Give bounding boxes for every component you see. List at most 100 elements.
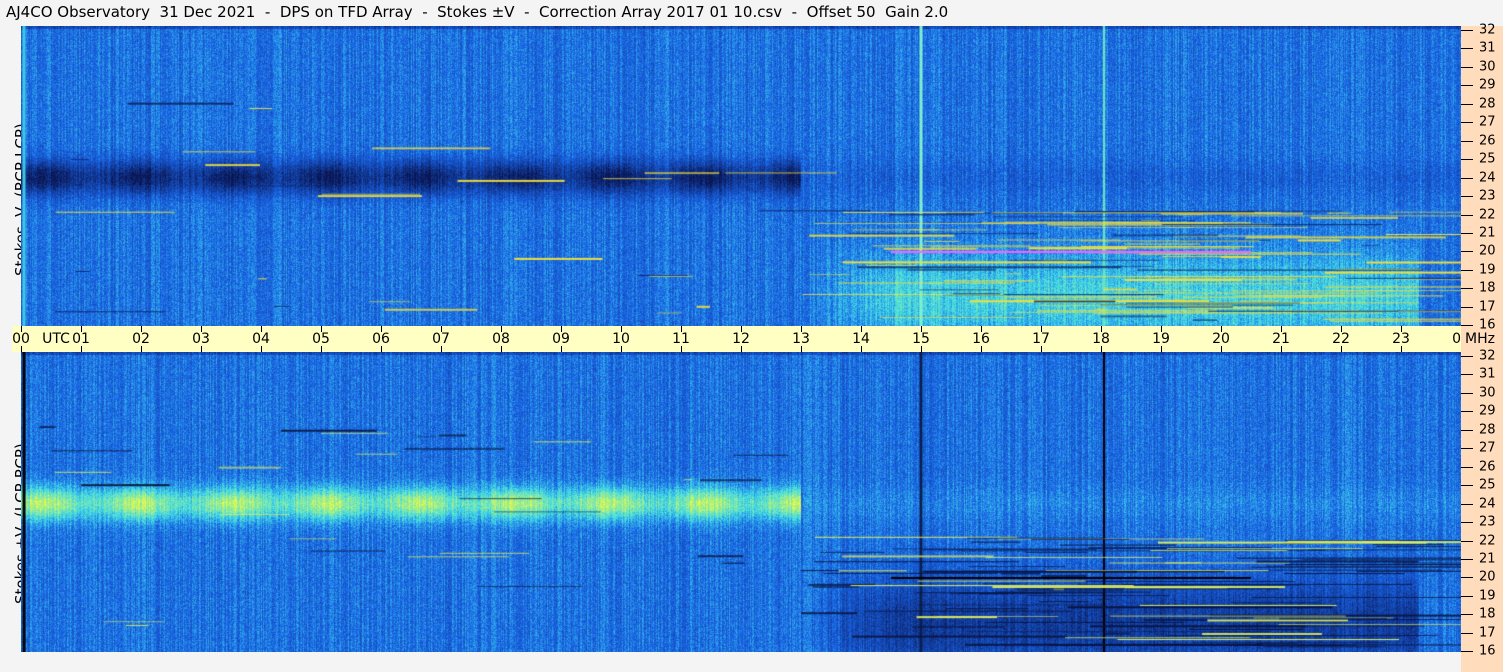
x-tick [321, 346, 322, 352]
spectrogram-stokes-plus-v [21, 352, 1461, 652]
y-tick-label: 26 [1479, 133, 1496, 149]
y-tick-label: 19 [1479, 262, 1496, 278]
x-tick-label: 01 [72, 331, 90, 347]
y-tick-label: 18 [1479, 280, 1496, 296]
x-tick [1161, 346, 1162, 352]
x-tick-label: 10 [612, 331, 630, 347]
y-tick-label: 32 [1479, 348, 1496, 364]
y-tick-label: 23 [1479, 514, 1496, 530]
x-tick [381, 326, 382, 332]
y-tick-label: 16 [1479, 643, 1496, 659]
x-tick [1341, 326, 1342, 332]
y-tick-label: 29 [1479, 77, 1496, 93]
x-tick [1041, 346, 1042, 352]
y-tick [1461, 356, 1473, 357]
x-tick [681, 346, 682, 352]
y-tick [1461, 30, 1473, 31]
x-tick-label: 22 [1332, 331, 1350, 347]
y-tick [1461, 374, 1473, 376]
x-tick-label: 14 [852, 331, 870, 347]
x-tick [1341, 346, 1342, 352]
y-tick-label: 18 [1479, 606, 1496, 622]
y-tick [1461, 448, 1473, 450]
y-tick-label: 25 [1479, 477, 1496, 493]
x-tick [561, 326, 562, 332]
y-tick [1461, 196, 1473, 198]
x-tick [801, 326, 802, 332]
x-tick-label: 07 [432, 331, 450, 347]
y-tick-label: 28 [1479, 422, 1496, 438]
y-tick [1461, 48, 1473, 50]
y-tick-label: 27 [1479, 114, 1496, 130]
y-tick-label: 17 [1479, 625, 1496, 641]
y-tick-label: 28 [1479, 96, 1496, 112]
y-tick [1461, 485, 1473, 487]
time-axis: 00 UTC 01 02 03 04 05 06 07 08 09 10 11 12 13 14 15 16 17 1… [12, 326, 1470, 352]
y-tick-label: 17 [1479, 299, 1496, 315]
y-tick [1461, 66, 1473, 68]
x-tick [1281, 346, 1282, 352]
x-tick [21, 346, 22, 352]
x-tick [21, 326, 22, 332]
x-tick [981, 326, 982, 332]
x-tick [1221, 346, 1222, 352]
x-tick-label: 13 [792, 331, 810, 347]
x-tick-label: 05 [312, 331, 330, 347]
y-tick-label: 25 [1479, 151, 1496, 167]
y-tick-label: 20 [1479, 243, 1496, 259]
x-tick [441, 326, 442, 332]
y-tick-label: 22 [1479, 533, 1496, 548]
x-tick [1101, 346, 1102, 352]
y-tick-label: 19 [1479, 588, 1496, 604]
x-tick-label: 09 [552, 331, 570, 347]
y-tick [1461, 269, 1473, 271]
y-tick-label: 30 [1479, 385, 1496, 401]
x-tick [801, 346, 802, 352]
y-tick-label: 24 [1479, 170, 1496, 186]
x-tick-label: 21 [1272, 331, 1290, 347]
y-tick [1461, 325, 1473, 327]
y-tick [1461, 577, 1473, 579]
y-tick-label: 24 [1479, 496, 1496, 512]
x-tick [141, 326, 142, 332]
x-tick-label: 17 [1032, 331, 1050, 347]
y-tick [1461, 85, 1473, 87]
x-tick [681, 326, 682, 332]
x-tick [741, 326, 742, 332]
y-tick-label: 27 [1479, 440, 1496, 456]
y-tick [1461, 429, 1473, 431]
x-tick [921, 326, 922, 332]
x-tick [921, 346, 922, 352]
x-tick-label: 18 [1092, 331, 1110, 347]
y-tick [1461, 540, 1473, 542]
y-tick-label: 31 [1479, 366, 1496, 382]
x-tick [381, 346, 382, 352]
x-tick-label: 00 [12, 331, 30, 347]
x-tick [201, 346, 202, 352]
x-tick-label: 02 [132, 331, 150, 347]
y-tick [1461, 595, 1473, 597]
y-tick [1461, 232, 1473, 234]
x-tick-label: 03 [192, 331, 210, 347]
x-tick-label: 16 [972, 331, 990, 347]
y-tick [1461, 466, 1473, 468]
x-tick [741, 346, 742, 352]
x-tick-label: 06 [372, 331, 390, 347]
x-tick [1161, 326, 1162, 332]
x-tick [561, 346, 562, 352]
x-tick-label: 08 [492, 331, 510, 347]
x-tick [1281, 326, 1282, 332]
y-tick-label: 21 [1479, 225, 1496, 241]
x-tick [621, 326, 622, 332]
y-tick-label: 31 [1479, 40, 1496, 56]
x-tick [201, 326, 202, 332]
y-tick [1461, 503, 1473, 505]
y-tick-label: 20 [1479, 569, 1496, 585]
y-tick-label: 23 [1479, 188, 1496, 204]
y-tick [1461, 251, 1473, 253]
x-tick [1401, 326, 1402, 332]
x-tick [501, 346, 502, 352]
x-tick [261, 346, 262, 352]
y-tick [1461, 411, 1473, 413]
y-tick [1461, 214, 1473, 216]
